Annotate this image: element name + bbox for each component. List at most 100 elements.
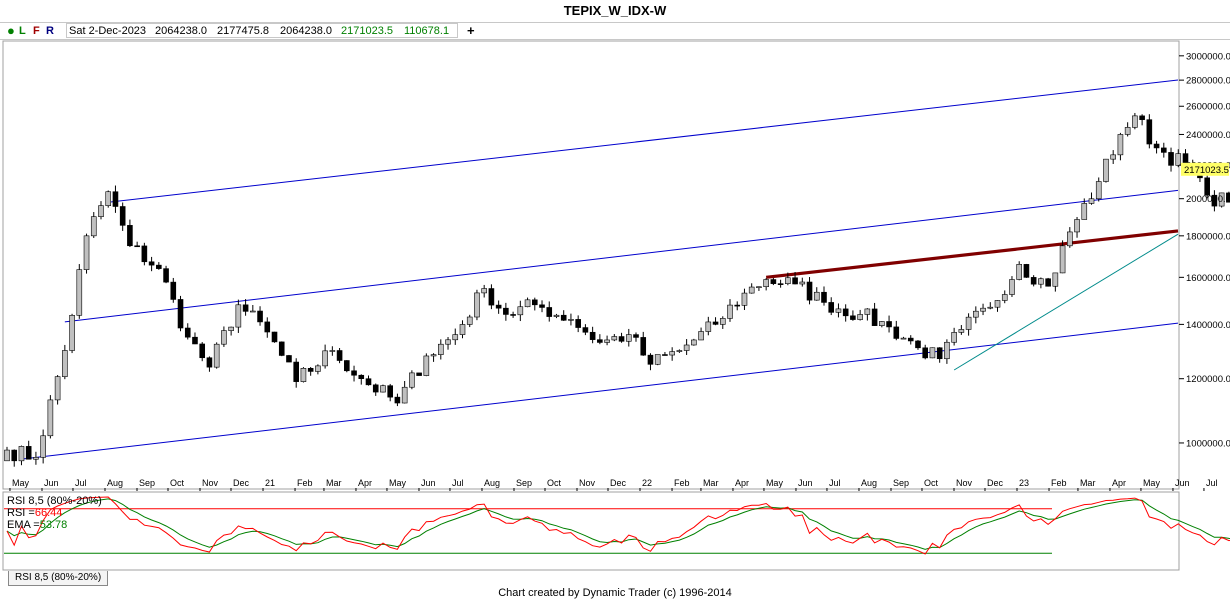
candle-body <box>589 331 596 340</box>
candle <box>177 295 184 332</box>
candle-body <box>1204 177 1210 196</box>
tab-rsi[interactable]: RSI 8,5 (80%-20%) <box>8 571 109 586</box>
candle-body <box>380 385 386 393</box>
mode-button-f[interactable]: F <box>33 25 40 37</box>
candle <box>430 353 437 362</box>
candle <box>582 324 589 336</box>
candle-body <box>1009 279 1015 295</box>
rsi-panel-title: RSI 8,5 (80%-20%) <box>7 495 102 507</box>
time-tick-label: Apr <box>358 478 372 488</box>
candle-body <box>1059 245 1066 274</box>
ema-line <box>6 498 1230 550</box>
candle <box>922 344 929 360</box>
candle-body <box>553 314 560 317</box>
mode-button-l[interactable]: L <box>19 25 26 37</box>
candle <box>192 332 198 345</box>
candle <box>445 337 451 350</box>
candle-body <box>987 306 994 309</box>
candle-body <box>1153 143 1160 149</box>
candle <box>575 315 581 333</box>
candle-body <box>625 334 632 342</box>
candle <box>416 372 422 376</box>
candle-body <box>141 245 148 263</box>
candle-body <box>662 354 668 356</box>
candle-body <box>286 355 292 363</box>
time-tick-label: Aug <box>861 478 877 488</box>
candle-body <box>271 331 278 343</box>
candle-body <box>698 331 704 341</box>
price-tick-label: 1200000.0 <box>1186 374 1230 385</box>
candle-body <box>1045 278 1051 287</box>
candle <box>973 306 979 324</box>
candle-body <box>1067 231 1073 247</box>
candle <box>1016 261 1023 281</box>
candle-body <box>401 386 408 404</box>
candle <box>358 374 365 385</box>
candle <box>850 310 856 321</box>
trendline-channel-bottom <box>21 322 1179 460</box>
candle-body <box>474 292 480 318</box>
candle <box>264 317 271 338</box>
candle-body <box>257 310 263 323</box>
candle <box>1110 150 1116 164</box>
candle <box>748 283 755 294</box>
candle-body <box>409 372 415 388</box>
candle-body <box>423 355 430 376</box>
candle-body <box>1124 127 1131 135</box>
candle-body <box>1218 192 1225 207</box>
candle <box>813 287 820 301</box>
candle-body <box>11 449 18 462</box>
rsi-lines <box>4 496 1230 555</box>
candle-body <box>1016 264 1023 280</box>
candle <box>734 301 741 311</box>
candle-body <box>1038 278 1044 285</box>
candle-body <box>705 321 712 332</box>
candle <box>127 219 133 248</box>
rsi-label: RSI = <box>7 507 35 519</box>
candle <box>105 190 112 208</box>
candle <box>871 302 878 327</box>
candle <box>300 367 307 383</box>
candle <box>546 301 553 322</box>
bar-open: 2064238.0 <box>155 25 207 37</box>
mode-button-r[interactable]: R <box>46 25 54 37</box>
candle <box>134 241 140 248</box>
candles <box>4 112 1230 467</box>
candle-body <box>76 269 83 316</box>
plus-icon[interactable]: + <box>467 23 475 38</box>
candle-body <box>148 261 155 266</box>
candle-body <box>127 225 133 247</box>
toolbar: ● L F R Sat 2-Dec-2023 2064238.0 2177475… <box>0 23 1230 40</box>
candle-body <box>156 264 162 269</box>
trendline-trend-red <box>765 229 1179 279</box>
time-tick-label: Sep <box>139 478 155 488</box>
candle <box>90 212 97 238</box>
candle-body <box>69 314 75 351</box>
candle-body <box>264 321 271 333</box>
candle <box>568 313 574 326</box>
footer-credit: Chart created by Dynamic Trader (c) 1996… <box>498 587 732 599</box>
candle <box>886 315 892 333</box>
time-tick-label: Nov <box>956 478 973 488</box>
candle-body <box>503 307 509 315</box>
candle <box>156 262 162 270</box>
candle-body <box>994 300 1001 308</box>
time-tick-label: 21 <box>265 478 275 488</box>
time-tick-label: Mar <box>1080 478 1096 488</box>
price-tick-label: 1400000.0 <box>1186 320 1230 331</box>
candle <box>365 375 372 386</box>
candle-body <box>929 347 936 359</box>
candle-body <box>763 279 769 288</box>
candle-body <box>1161 147 1167 153</box>
time-tick-label: Feb <box>297 478 313 488</box>
candle <box>495 300 502 314</box>
candle-body <box>112 191 119 207</box>
candle-body <box>134 245 140 248</box>
price-axis: 1000000.0 1200000.0 1400000.0 1600000.0 1800… <box>1179 51 1230 449</box>
candle-body <box>445 339 451 345</box>
candle-body <box>336 350 343 361</box>
candle <box>1081 198 1088 220</box>
candle <box>322 344 328 369</box>
candle-body <box>770 279 777 284</box>
candle <box>1175 149 1182 168</box>
